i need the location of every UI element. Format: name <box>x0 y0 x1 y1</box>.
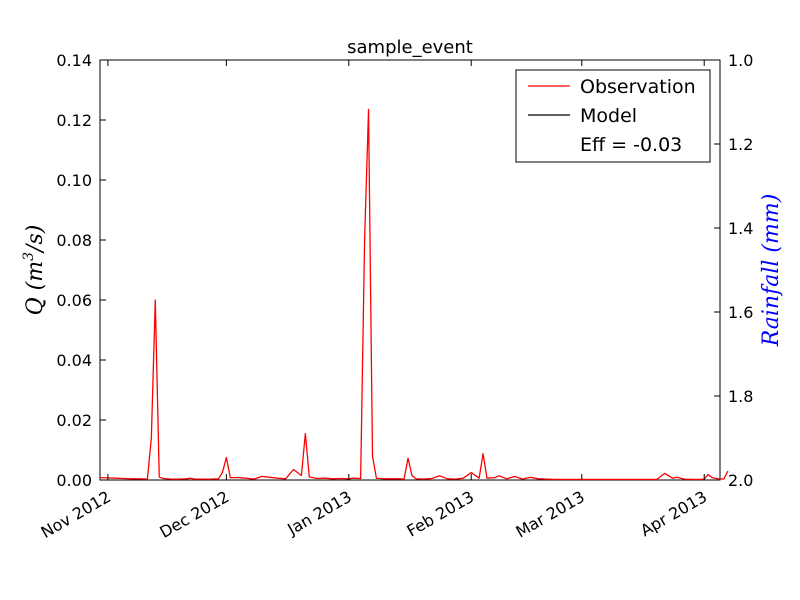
x-tick-label: Mar 2013 <box>512 487 587 541</box>
legend-frame <box>515 69 711 163</box>
x-tick-label: Dec 2012 <box>156 487 232 542</box>
x-tick-label: Feb 2013 <box>404 487 478 541</box>
chart-title: sample_event <box>347 37 473 58</box>
y-tick-label: 0.04 <box>56 351 92 370</box>
y-axis-label: Q (m3/s) <box>21 225 48 316</box>
plot-frame <box>99 59 721 481</box>
series-line-observation <box>99 108 729 481</box>
legend: Observation Model Eff = -0.03 <box>515 69 711 163</box>
y2-axis-label: Rainfall (mm) <box>759 194 784 348</box>
y2-tick-label: 1.6 <box>728 303 753 322</box>
legend-efficiency-annotation: Eff = -0.03 <box>580 134 682 156</box>
y2-tick-label: 1.8 <box>728 387 753 406</box>
y-tick-label: 0.08 <box>56 231 92 250</box>
y-tick-label: 0.10 <box>56 171 92 190</box>
legend-observation-label: Observation <box>580 76 696 98</box>
y-tick-label: 0.00 <box>56 471 92 490</box>
y2-tick-label: 1.4 <box>728 219 753 238</box>
y2-tick-label: 1.0 <box>728 51 753 70</box>
y-tick-label: 0.02 <box>56 411 92 430</box>
x-tick-label: Nov 2012 <box>38 487 114 542</box>
y-tick-label: 0.06 <box>56 291 92 310</box>
x-tick-label: Apr 2013 <box>637 487 710 540</box>
y2-tick-label: 2.0 <box>728 471 753 490</box>
x-tick-label: Jan 2013 <box>283 487 354 539</box>
y-tick-label: 0.12 <box>56 111 92 130</box>
legend-model-label: Model <box>580 105 637 127</box>
y-tick-label: 0.14 <box>56 51 92 70</box>
y2-tick-label: 1.2 <box>728 135 753 154</box>
